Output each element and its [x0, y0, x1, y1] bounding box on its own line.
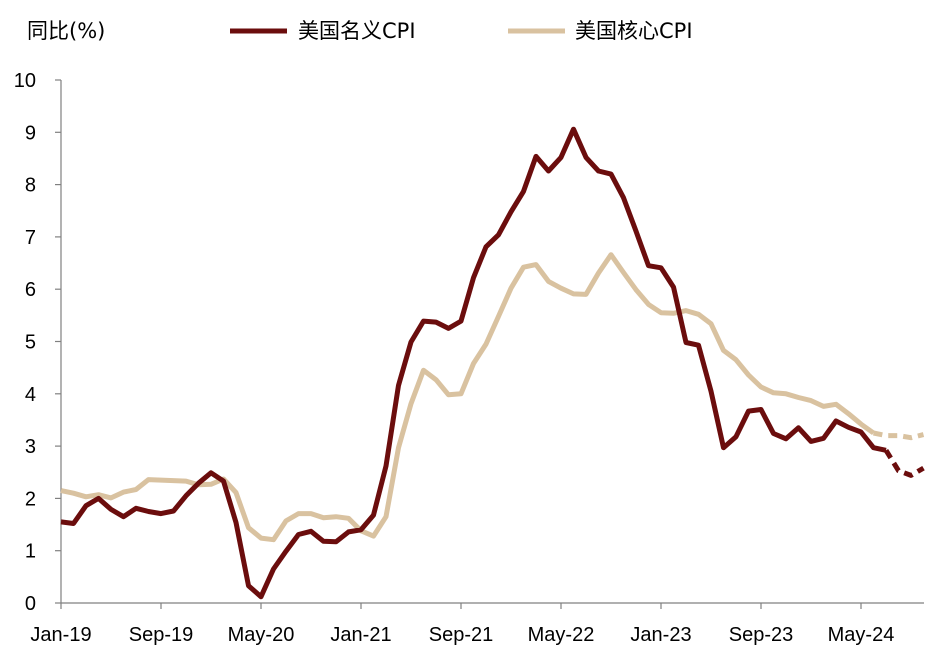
y-tick-label: 7: [25, 227, 36, 249]
series-layer: [60, 126, 925, 600]
legend: 美国名义CPI 美国核心CPI: [230, 19, 693, 43]
y-tick-label: 4: [25, 384, 36, 406]
y-axis: 0 1 2 3 4 5 6 7 8 9 10: [14, 70, 62, 615]
x-tick-label: Jan-19: [30, 624, 91, 646]
series-line-nominal-cpi: [60, 126, 887, 600]
x-tick-label: Sep-19: [129, 624, 194, 646]
x-tick-label: Sep-23: [729, 624, 794, 646]
y-tick-label: 0: [25, 593, 36, 615]
series-projection-core-cpi: [872, 430, 925, 441]
x-tick-label: Jan-21: [330, 624, 391, 646]
x-tick-label: Jan-23: [630, 624, 691, 646]
y-axis-unit-label: 同比(%): [27, 19, 105, 43]
x-tick-label: Sep-21: [429, 624, 494, 646]
legend-label-core-cpi: 美国核心CPI: [575, 19, 693, 43]
legend-label-nominal-cpi: 美国名义CPI: [298, 19, 416, 43]
y-tick-label: 5: [25, 332, 36, 354]
x-tick-label: May-22: [528, 624, 595, 646]
y-tick-label: 10: [14, 70, 36, 92]
y-tick-label: 6: [25, 279, 36, 301]
x-axis: Jan-19 Sep-19 May-20 Jan-21 Sep-21 May-22 Jan-…: [30, 602, 924, 646]
x-tick-label: May-24: [828, 624, 895, 646]
y-tick-label: 3: [25, 436, 36, 458]
y-tick-label: 1: [25, 541, 36, 563]
y-tick-label: 9: [25, 122, 36, 144]
series-projection-nominal-cpi: [883, 448, 925, 478]
y-tick-label: 2: [25, 488, 36, 510]
y-tick-label: 8: [25, 175, 36, 197]
x-tick-label: May-20: [228, 624, 295, 646]
